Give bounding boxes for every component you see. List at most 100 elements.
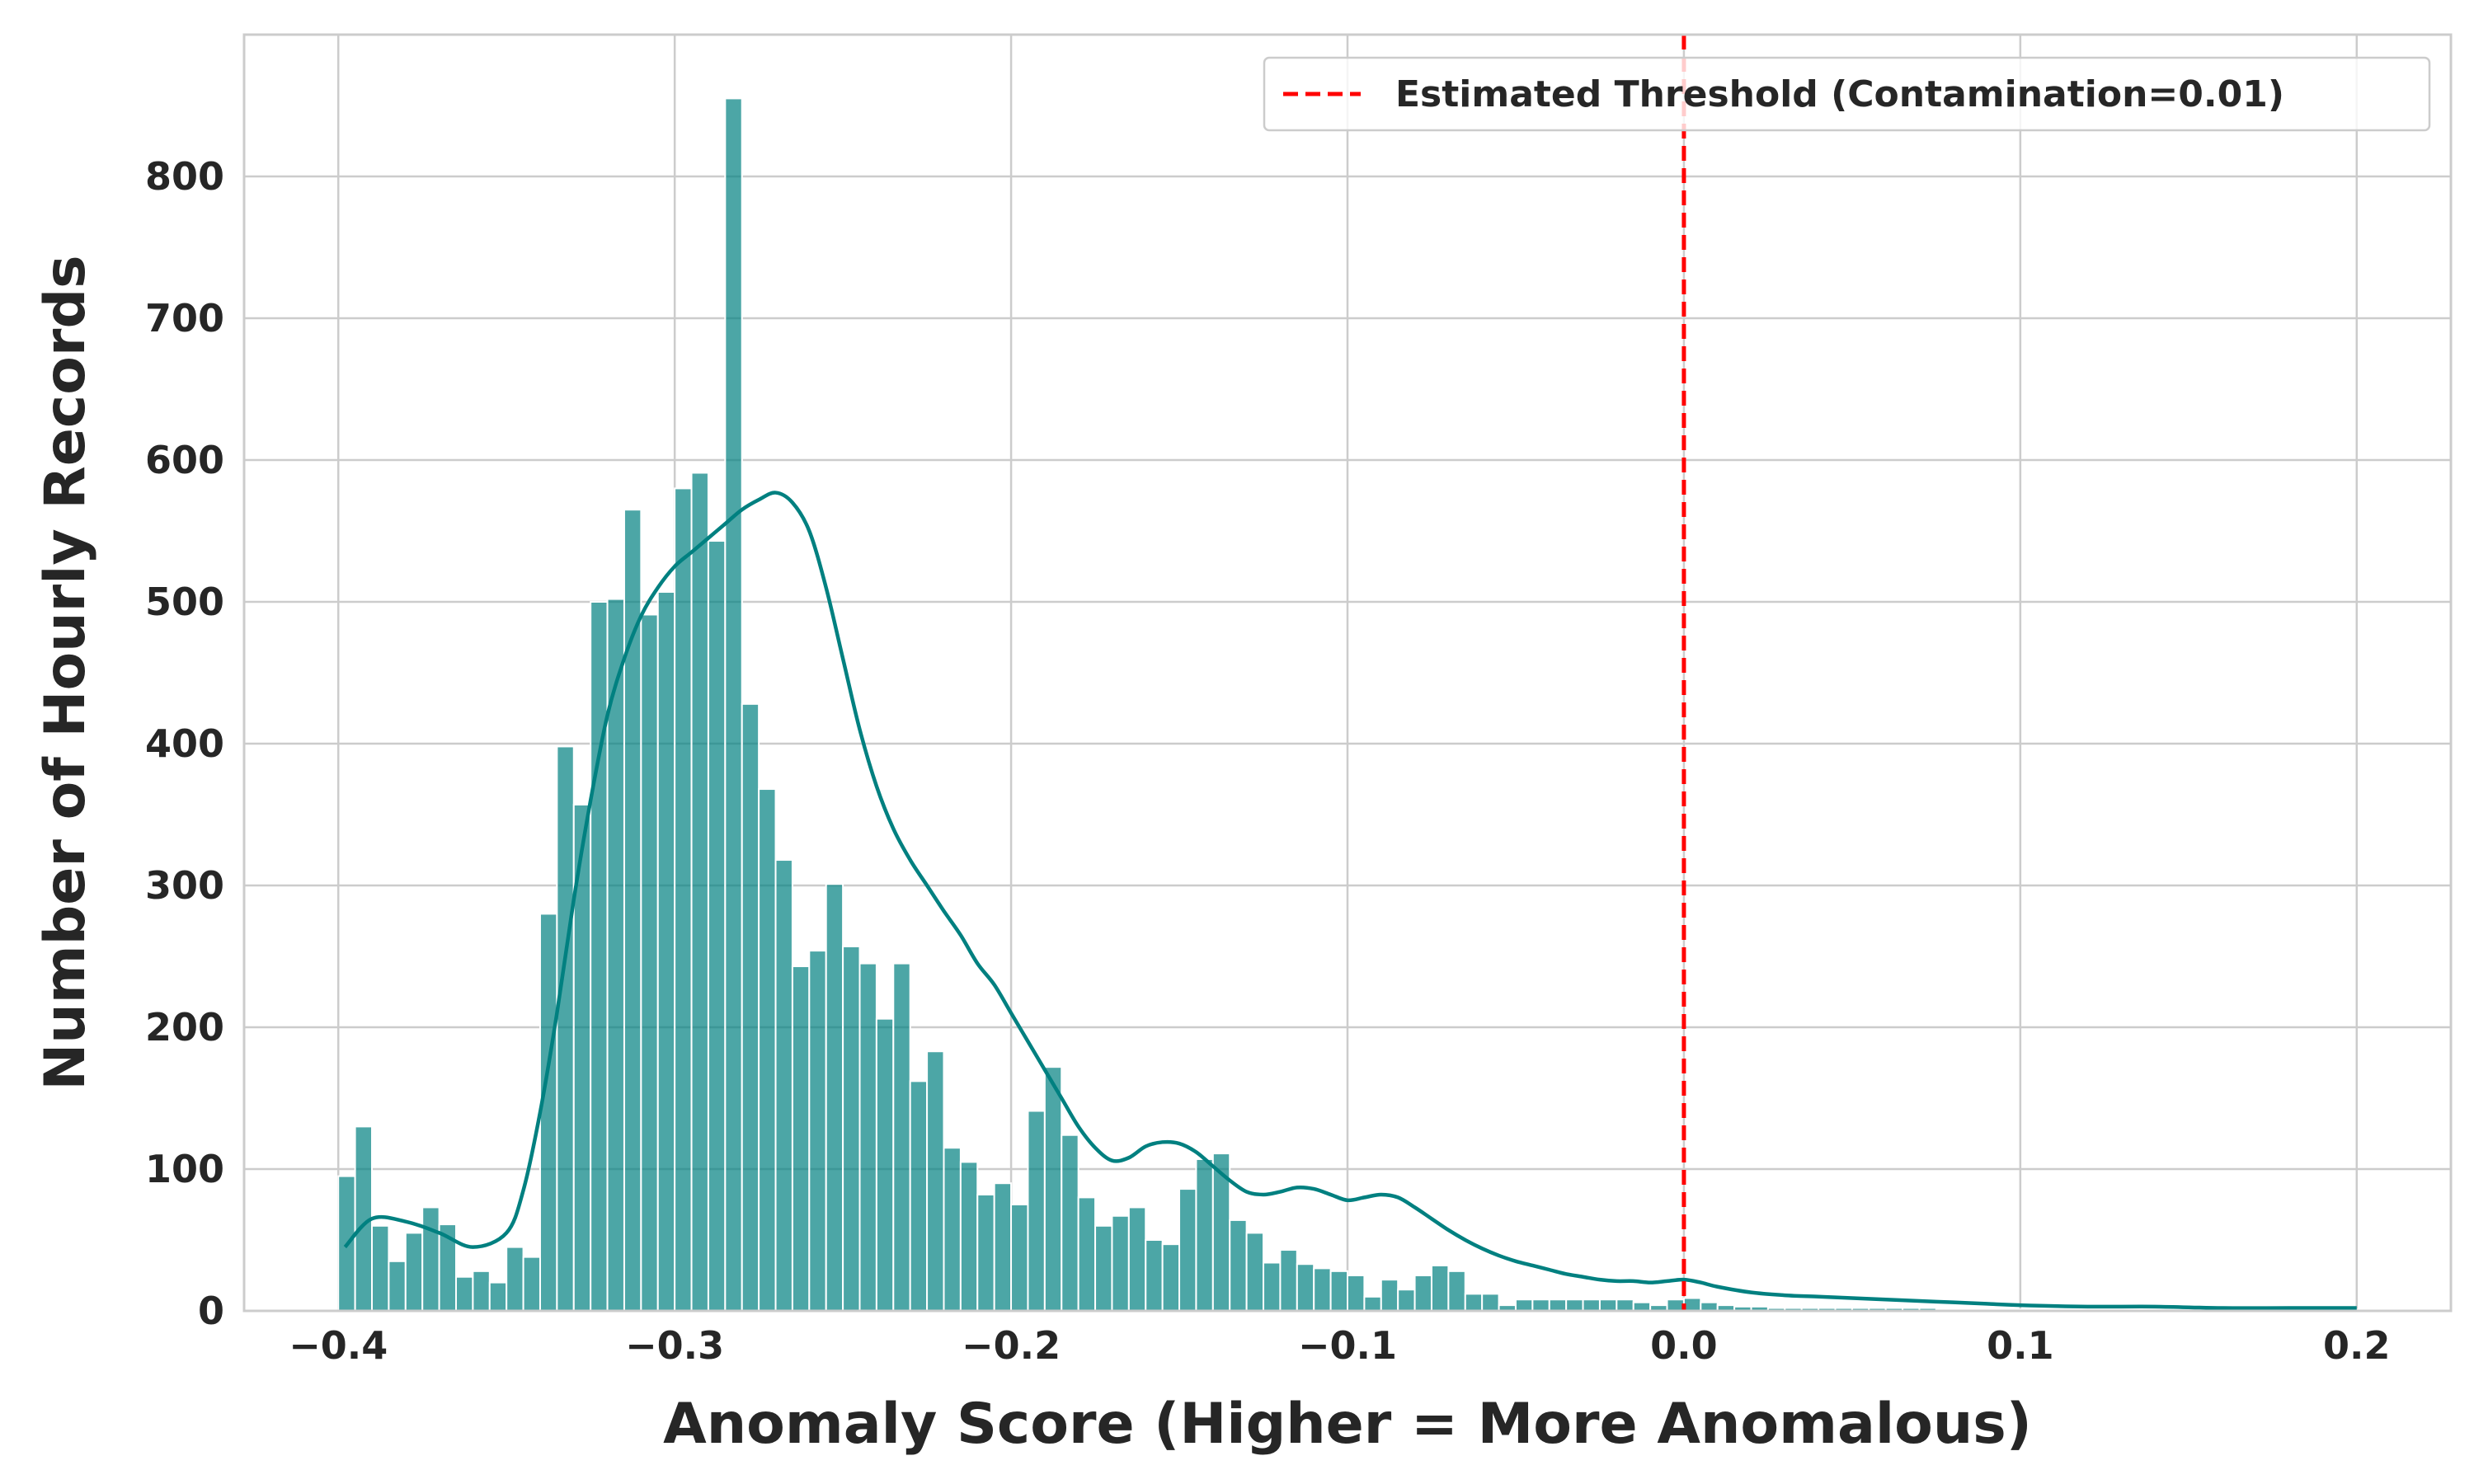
histogram-bar [623,509,642,1312]
histogram-bar [993,1182,1013,1312]
y-axis-label: Number of Hourly Records [33,255,98,1090]
histogram-bar [1027,1110,1046,1312]
histogram-bar [640,613,659,1312]
histogram-bar [656,590,676,1312]
histogram-bar [1582,1298,1601,1312]
histogram-bar [1700,1301,1719,1313]
histogram-bar [1094,1224,1113,1313]
histogram-bar [1161,1243,1181,1313]
legend: Estimated Threshold (Contamination=0.01) [1263,56,2431,132]
x-tick-label: −0.2 [962,1323,1061,1368]
histogram-bar [1043,1066,1063,1313]
x-axis-ticks: −0.4 −0.3 −0.2 −0.1 0.0 0.1 0.2 [289,1323,2390,1368]
histogram-bar [1077,1196,1097,1313]
histogram-bar [488,1281,508,1312]
histogram-bar [724,97,743,1312]
y-tick-label: 800 [145,154,224,199]
histogram-bar [943,1147,962,1312]
histogram-bar [959,1161,979,1313]
histogram-bar [1195,1158,1214,1312]
histogram-bar [926,1050,945,1312]
plot-frame [242,33,2453,1313]
histogram-bar [1363,1295,1382,1313]
histogram-bar [1548,1298,1568,1312]
histogram-bar [808,950,827,1312]
histogram-bar [791,965,811,1313]
histogram-bar [1430,1264,1450,1312]
histogram-bar [707,540,727,1312]
histogram-bar [1380,1279,1399,1313]
histogram-bar [858,962,877,1312]
y-tick-label: 200 [145,1005,224,1050]
y-tick-label: 300 [145,863,224,908]
histogram-bar [1111,1214,1130,1313]
histogram-bar [758,788,777,1312]
histogram-bar [1245,1232,1265,1313]
histogram-bar [1413,1275,1432,1312]
x-axis-label: Anomaly Score (Higher = More Anomalous) [663,1392,2032,1457]
histogram-bar [1666,1298,1685,1312]
histogram-bar [1481,1293,1500,1312]
histogram-bar [539,913,558,1313]
x-tick-label: 0.0 [1650,1323,1718,1368]
histogram-bar [1061,1134,1079,1312]
x-tick-label: 0.1 [1987,1323,2054,1368]
histogram-bar [1531,1298,1550,1312]
y-tick-label: 500 [145,580,224,624]
histogram-bar [976,1193,995,1312]
histogram-bar [506,1246,524,1312]
y-tick-label: 0 [198,1289,224,1333]
y-tick-label: 100 [145,1147,224,1191]
histogram-bar [556,745,575,1312]
histogram-bar [690,472,709,1312]
histogram-bar [774,859,793,1313]
histogram-bar [1313,1267,1332,1313]
histogram-bar [875,1017,895,1313]
x-tick-label: −0.1 [1298,1323,1397,1368]
histogram-bar [1296,1263,1315,1312]
histogram-bar [1145,1239,1164,1312]
histogram-bar [454,1275,474,1312]
legend-box [1263,56,2431,132]
histogram-bar [1347,1275,1366,1312]
histogram-bar [1682,1297,1702,1313]
histogram-bar [1127,1206,1147,1312]
y-tick-label: 600 [145,438,224,482]
histogram-bar [1598,1298,1618,1312]
histogram-bar [1397,1289,1416,1312]
histogram-bar [590,601,609,1312]
histogram-bar [371,1224,390,1313]
histogram-bar [1279,1249,1298,1313]
y-tick-label: 700 [145,296,224,340]
y-tick-label: 400 [145,721,224,766]
histogram-bar [421,1206,440,1312]
legend-threshold-label: Estimated Threshold (Contamination=0.01) [1395,73,2284,115]
histogram-bar [1329,1270,1348,1312]
histogram-bar [1263,1261,1282,1313]
x-tick-label: 0.2 [2323,1323,2391,1368]
histogram-bar [1229,1219,1248,1313]
kde-curve [343,491,2357,1310]
histogram-bar [741,702,760,1312]
histogram-bar [909,1080,929,1312]
histogram-bar [674,487,693,1312]
histogram-bar [1010,1204,1029,1312]
histogram-bar [842,945,861,1312]
histogram-bar [1616,1298,1634,1312]
histogram-bar [472,1270,491,1312]
histogram-bar [1632,1301,1652,1313]
histogram-bar [825,883,844,1312]
y-axis-ticks: 0 100 200 300 400 500 600 700 800 [145,154,224,1333]
histogram-bar [404,1232,424,1313]
histogram-bar [1178,1188,1197,1312]
x-tick-label: −0.4 [289,1323,388,1368]
histogram-bar [1565,1298,1584,1312]
histogram-bar [1464,1293,1484,1312]
histogram-bar [388,1260,407,1313]
histogram-bar [892,962,911,1312]
histogram-bar [522,1256,541,1313]
x-tick-label: −0.3 [625,1323,724,1368]
histogram-bar [1514,1298,1534,1312]
histogram-bar [1447,1270,1466,1312]
